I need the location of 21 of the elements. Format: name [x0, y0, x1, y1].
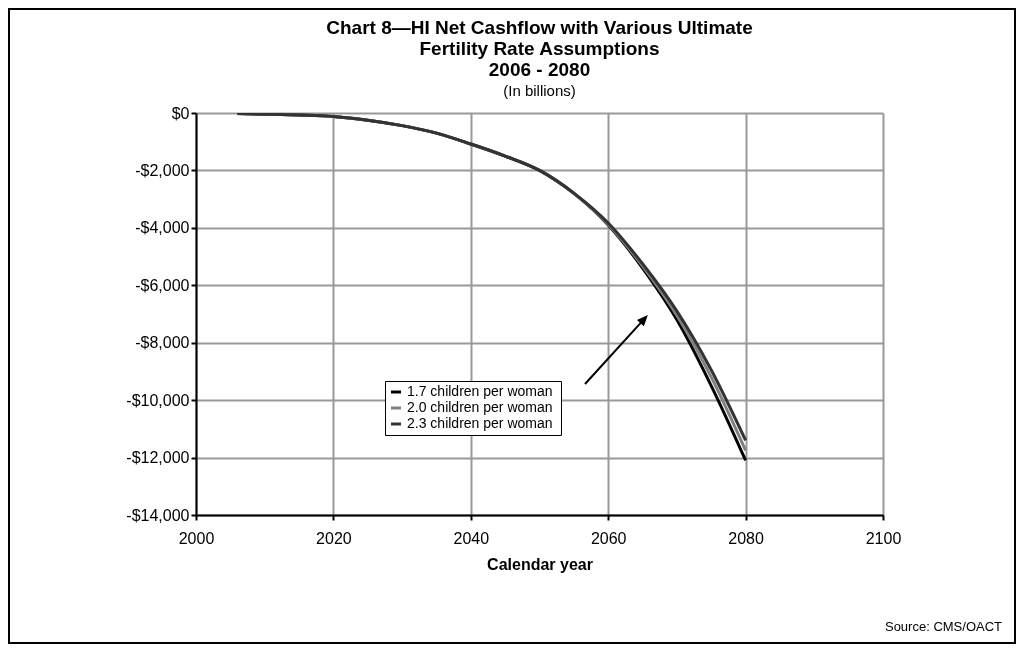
y-tick-label: -$6,000 — [135, 276, 190, 294]
y-tick-label: $0 — [171, 104, 190, 122]
x-tick-label: 2040 — [453, 529, 490, 547]
source-note: Source: CMS/OACT — [884, 619, 1002, 634]
x-axis-title: Calendar year — [487, 555, 593, 573]
x-tick-label: 2100 — [865, 529, 902, 547]
legend-label: 2.3 children per woman — [407, 415, 553, 431]
y-tick-label: -$14,000 — [126, 506, 190, 524]
x-tick-label: 2080 — [728, 529, 764, 547]
y-tick-label: -$2,000 — [135, 161, 190, 179]
x-tick-label: 2020 — [316, 529, 352, 547]
legend-label: 1.7 children per woman — [407, 383, 553, 399]
x-tick-label: 2060 — [590, 529, 627, 547]
x-tick-label: 2000 — [178, 529, 215, 547]
y-tick-label: -$8,000 — [135, 334, 190, 352]
chart-title: Chart 8—HI Net Cashflow with Various Ultimate Fertility Rate Assumptions 2006 - 2080 — [326, 17, 753, 80]
y-tick-label: -$10,000 — [126, 391, 190, 409]
legend-label: 2.0 children per woman — [407, 399, 553, 415]
y-tick-label: -$12,000 — [126, 449, 190, 467]
chart-subtitle: (In billions) — [503, 82, 576, 99]
y-tick-label: -$4,000 — [135, 219, 190, 237]
